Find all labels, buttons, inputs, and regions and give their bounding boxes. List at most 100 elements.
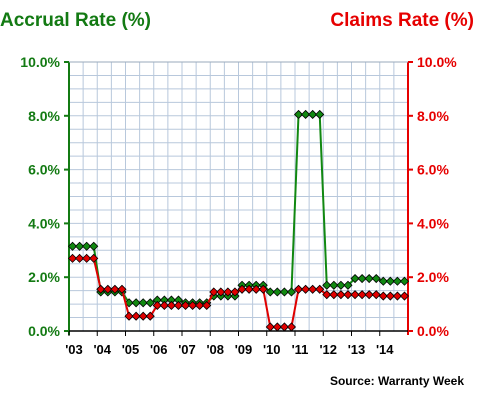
claims-data-point (322, 290, 332, 300)
accrual-data-point (329, 280, 339, 290)
accrual-data-point (392, 276, 402, 286)
claims-data-point (315, 284, 325, 294)
accrual-data-point (357, 273, 367, 284)
claims-data-point (173, 300, 184, 311)
accrual-data-point (378, 276, 388, 286)
accrual-data-point (322, 280, 332, 290)
claims-data-point (103, 284, 113, 294)
claims-data-point (223, 287, 233, 297)
claims-data-point (145, 311, 155, 321)
claims-data-point (202, 300, 212, 311)
accrual-data-point (286, 287, 297, 297)
claims-data-point (329, 290, 339, 300)
accrual-data-point (131, 298, 141, 308)
claims-data-point (75, 253, 85, 263)
left-tick-label: 4.0% (28, 215, 60, 231)
x-tick-label: '12 (319, 342, 337, 357)
claims-data-point (180, 300, 191, 311)
claims-data-point (308, 284, 318, 294)
claims-data-point (67, 253, 78, 263)
source-note: Source: Warranty Week (329, 374, 464, 388)
x-tick-label: '05 (122, 342, 140, 357)
accrual-data-point (138, 298, 148, 308)
accrual-data-point (279, 287, 289, 297)
claims-data-point (117, 284, 127, 294)
claims-data-point (265, 322, 275, 332)
accrual-data-point (350, 273, 360, 284)
x-tick-label: '13 (348, 342, 366, 357)
claims-data-point (237, 284, 247, 294)
accrual-data-point (82, 241, 92, 251)
claims-data-point (301, 284, 311, 294)
accrual-data-point (89, 241, 99, 251)
claims-data-point (96, 284, 106, 294)
x-tick-label: '11 (292, 342, 309, 357)
claims-data-point (131, 311, 141, 321)
claims-data-point (251, 284, 261, 294)
x-tick-label: '10 (263, 342, 281, 357)
claims-data-point (216, 287, 226, 297)
left-tick-label: 10.0% (20, 54, 60, 70)
x-tick-label: '06 (150, 342, 168, 357)
right-tick-label: 8.0% (417, 108, 449, 124)
claims-data-point (258, 284, 268, 294)
accrual-data-point (265, 287, 275, 297)
accrual-data-point (301, 109, 311, 120)
claims-data-point (392, 291, 402, 301)
right-tick-label: 6.0% (417, 162, 449, 178)
accrual-data-point (272, 287, 282, 297)
accrual-data-point (399, 276, 410, 286)
accrual-data-point (364, 273, 374, 284)
claims-data-point (293, 284, 304, 294)
claims-data-point (82, 253, 92, 263)
claims-data-point (110, 284, 120, 294)
right-tick-label: 4.0% (417, 215, 449, 231)
left-tick-label: 0.0% (28, 323, 60, 339)
accrual-data-point (293, 109, 304, 120)
claims-data-point (272, 322, 282, 332)
axes (64, 61, 413, 336)
x-tick-label: '07 (178, 342, 196, 357)
claims-data-point (152, 300, 162, 311)
x-tick-label: '09 (235, 342, 253, 357)
claims-data-point (371, 290, 381, 300)
x-tick-label: '14 (376, 342, 394, 357)
claims-data-point (357, 290, 367, 300)
accrual-data-point (385, 276, 395, 286)
claims-data-point (195, 300, 205, 311)
claims-data-point (399, 291, 410, 301)
claims-data-point (89, 253, 99, 263)
claims-data-point (230, 287, 240, 297)
accrual-data-point (371, 273, 381, 284)
accrual-data-point (308, 109, 318, 120)
right-tick-label: 0.0% (417, 323, 449, 339)
left-tick-label: 6.0% (28, 162, 60, 178)
accrual-data-point (336, 280, 346, 290)
claims-data-point (188, 300, 198, 311)
claims-data-point (286, 322, 297, 332)
left-tick-label: 2.0% (28, 269, 60, 285)
claims-data-point (209, 287, 219, 297)
claims-data-point (385, 291, 395, 301)
accrual-rate-axis-title: Accrual Rate (%) (0, 10, 151, 31)
accrual-data-point (343, 280, 353, 290)
series (67, 109, 410, 332)
claims-data-point (279, 322, 289, 332)
claims-data-point (244, 284, 254, 294)
claims-data-point (378, 291, 388, 301)
claims-data-point (350, 290, 360, 300)
claims-data-point (336, 290, 346, 300)
claims-rate-axis-title: Claims Rate (%) (330, 10, 474, 31)
claims-data-point (364, 290, 374, 300)
tick-labels: 0.0% 0.0% 2.0% 2.0% 4.0% 4.0% 6.0% 6.0% 8.0% 8.0%… (20, 54, 457, 357)
left-tick-label: 8.0% (28, 108, 60, 124)
right-tick-label: 2.0% (417, 269, 449, 285)
x-tick-label: '08 (206, 342, 224, 357)
accrual-data-point (315, 109, 325, 120)
right-tick-label: 10.0% (417, 54, 457, 70)
claims-data-point (159, 300, 169, 311)
x-tick-label: '04 (93, 342, 111, 357)
claims-data-point (124, 311, 134, 321)
claims-data-point (343, 290, 353, 300)
